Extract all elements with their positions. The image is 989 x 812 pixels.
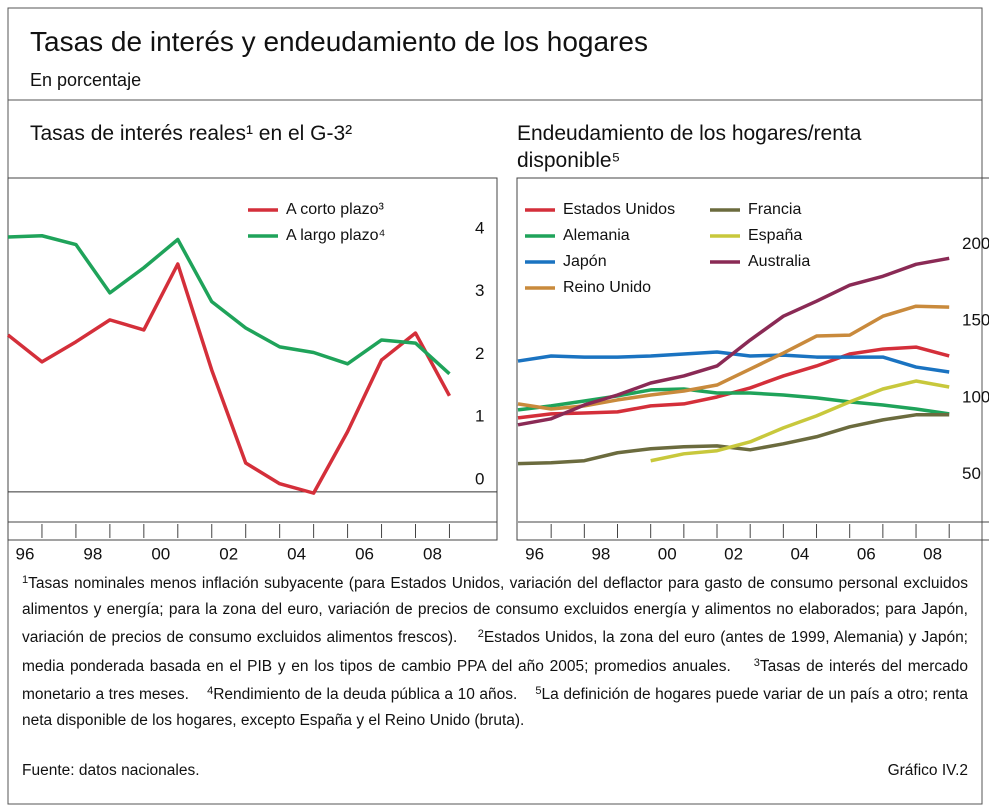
legend-label: Australia [748,253,810,270]
y-tick-label: 200 [962,234,989,253]
y-tick-label: 1 [475,407,484,426]
x-tick-label: 06 [857,544,876,563]
legend-label: Japón [563,253,607,270]
plot-frame [516,177,989,541]
series-line [517,387,950,416]
footnote-number: 1 [22,574,29,586]
panel-title: Endeudamiento de los hogares/renta dispo… [517,122,862,172]
x-tick-label: 04 [287,544,306,563]
footnote-number: 3 [753,656,760,669]
footnote-text: Tasas de interés del mercado monetario a… [22,657,968,704]
legend-label: Reino Unido [563,279,651,296]
footnote-text: Tasas nominales menos inflación subyacen… [22,575,968,646]
y-tick-label: 3 [475,281,484,300]
legend-label: A corto plazo³ [286,201,385,218]
x-tick-label: 08 [923,544,942,563]
legend-label: Alemania [563,227,630,244]
series-line [7,262,451,495]
y-tick-label: 100 [962,387,989,406]
x-tick-label: 04 [790,544,809,563]
y-tick-label: 0 [475,469,484,488]
panel-title: Tasas de interés reales¹ en el G-3² [30,122,353,145]
legend-label: A largo plazo⁴ [286,227,386,244]
footnote-number: 4 [207,685,214,697]
figure-label: Gráfico IV.2 [887,762,968,779]
x-tick-label: 98 [591,544,610,563]
footnote-text: La definición de hogares puede variar de… [22,686,968,729]
title: Tasas de interés y endeudamiento de los … [30,26,648,57]
x-tick-label: 02 [724,544,743,563]
y-tick-label: 4 [475,218,484,237]
x-tick-label: 00 [151,544,170,563]
y-tick-label: 50 [962,464,981,483]
series-line [517,256,950,427]
footnote-number: 2 [477,628,484,640]
footnotes: 1Tasas nominales menos inflación subyace… [22,568,968,733]
series-line [7,234,451,376]
footnote-text: Estados Unidos, la zona del euro (antes … [22,629,968,675]
plot-frame [7,177,498,541]
x-tick-label: 00 [658,544,677,563]
footnote-number: 5 [535,685,542,697]
subtitle: En porcentaje [30,70,142,90]
x-tick-label: 02 [219,544,238,563]
x-tick-label: 98 [83,544,102,563]
x-tick-label: 08 [423,544,442,563]
x-tick-label: 96 [525,544,544,563]
footnote-text: Rendimiento de la deuda pública a 10 año… [213,686,518,703]
legend-label: España [748,227,802,244]
y-tick-label: 150 [962,311,989,330]
series-line [517,413,950,466]
series-line [650,379,950,463]
legend-label: Estados Unidos [563,201,675,218]
x-tick-label: 06 [355,544,374,563]
source: Fuente: datos nacionales. [22,762,200,779]
x-tick-label: 96 [16,544,35,563]
legend-label: Francia [748,201,801,218]
y-tick-label: 2 [475,344,484,363]
